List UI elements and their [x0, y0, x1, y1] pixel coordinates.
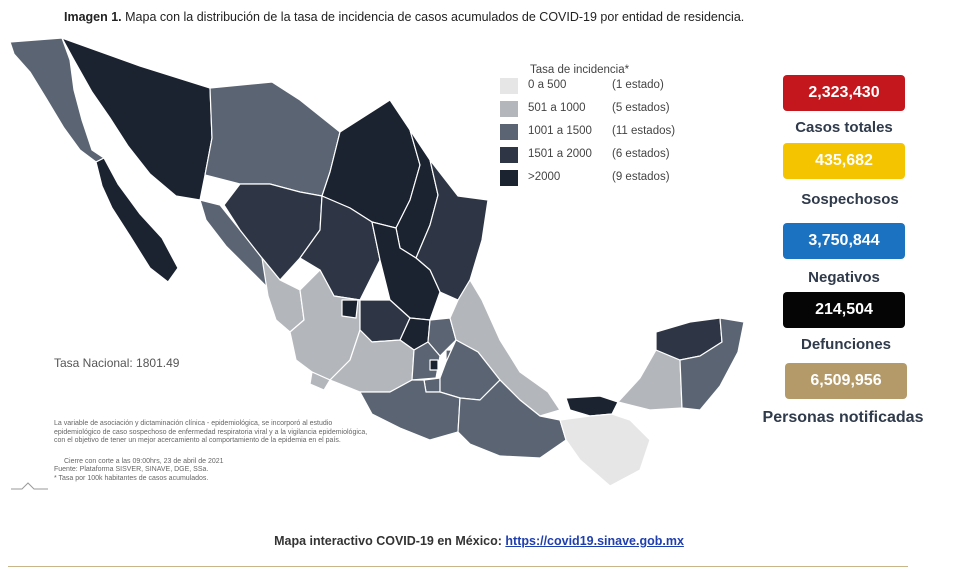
legend-count: (6 estados): [612, 148, 670, 160]
logo-icon: [11, 482, 48, 490]
divider: [8, 566, 908, 567]
note-line: con el objetivo de tener un mejor acerca…: [54, 437, 341, 445]
state-hidalgo[interactable]: [427, 317, 457, 357]
state-aguascalientes[interactable]: [341, 299, 359, 319]
state-colima[interactable]: [309, 371, 331, 391]
state-chiapas[interactable]: [559, 413, 651, 487]
stat-label-personas-notificadas: Personas notificadas: [762, 409, 924, 426]
stat-box-negativos: 3,750,844: [783, 223, 905, 259]
methodology-note: La variable de asociación y dictaminació…: [54, 420, 444, 446]
footer: Mapa interactivo COVID-19 en México: htt…: [0, 534, 958, 548]
legend-range: 1501 a 2000: [528, 148, 592, 160]
stat-label-negativos: Negativos: [808, 269, 880, 286]
stat-value: 3,750,844: [808, 232, 880, 249]
legend-count: (5 estados): [612, 102, 670, 114]
legend-title: Tasa de incidencia*: [530, 64, 630, 76]
note-line: epidemiológico de caso sospechoso de enf…: [54, 428, 368, 436]
state-morelos[interactable]: [423, 377, 441, 393]
fuente-note: Fuente: Plataforma SISVER, SINAVE, DGE, …: [54, 466, 209, 474]
stat-box-personas-notificadas: 6,509,956: [785, 363, 907, 399]
stat-label-casos-totales: Casos totales: [795, 119, 893, 136]
cierre-note: Cierre con corte a las 09:00hrs, 23 de a…: [64, 458, 224, 465]
caption-text: Mapa con la distribución de la tasa de i…: [121, 10, 745, 24]
legend-swatch: [500, 101, 518, 117]
stat-label-sospechosos: Sospechosos: [801, 191, 899, 208]
state-san-luis-potosi[interactable]: [371, 221, 441, 321]
stat-value: 6,509,956: [810, 372, 882, 389]
state-guerrero[interactable]: [359, 379, 461, 441]
legend-swatch: [500, 170, 518, 186]
state-ciudad-de-mexico[interactable]: [429, 359, 439, 371]
caption-bold: Imagen 1.: [64, 10, 122, 24]
stat-value: 435,682: [815, 152, 873, 169]
footer-text: Mapa interactivo COVID-19 en México:: [274, 534, 506, 548]
stat-box-defunciones: 214,504: [783, 292, 905, 328]
stat-box-casos-totales: 2,323,430: [783, 75, 905, 111]
legend-range: 0 a 500: [528, 79, 567, 91]
state-campeche[interactable]: [617, 349, 683, 411]
stat-box-sospechosos: 435,682: [783, 143, 905, 179]
legend-swatch: [500, 78, 518, 94]
legend-count: (9 estados): [612, 171, 670, 183]
sinave-link[interactable]: https://covid19.sinave.gob.mx: [505, 534, 684, 548]
stat-value: 2,323,430: [808, 84, 880, 101]
map-caption: Imagen 1. Mapa con la distribución de la…: [64, 10, 744, 24]
tasa-nacional: Tasa Nacional: 1801.49: [54, 356, 180, 370]
note-line: La variable de asociación y dictaminació…: [54, 420, 333, 427]
stat-value: 214,504: [815, 301, 873, 318]
state-chihuahua[interactable]: [204, 81, 341, 197]
legend-swatch: [500, 147, 518, 163]
state-tamaulipas[interactable]: [415, 159, 489, 301]
state-tabasco[interactable]: [565, 395, 619, 417]
stat-label-defunciones: Defunciones: [800, 336, 891, 353]
mexico-map: [9, 37, 745, 487]
state-sonora[interactable]: [61, 37, 213, 201]
state-baja-california-sur[interactable]: [95, 157, 179, 283]
state-quintana-roo[interactable]: [679, 317, 745, 411]
legend-count: (1 estado): [612, 79, 664, 91]
legend-range: >2000: [528, 171, 561, 183]
source-note: Cierre con corte a las 09:00hrs, 23 de a…: [54, 458, 224, 483]
tasa-footnote: * Tasa por 100k habitantes de casos acum…: [54, 474, 209, 482]
legend-count: (11 estados): [612, 125, 676, 137]
legend-swatch: [500, 124, 518, 140]
legend-range: 501 a 1000: [528, 102, 586, 114]
legend-range: 1001 a 1500: [528, 125, 592, 137]
